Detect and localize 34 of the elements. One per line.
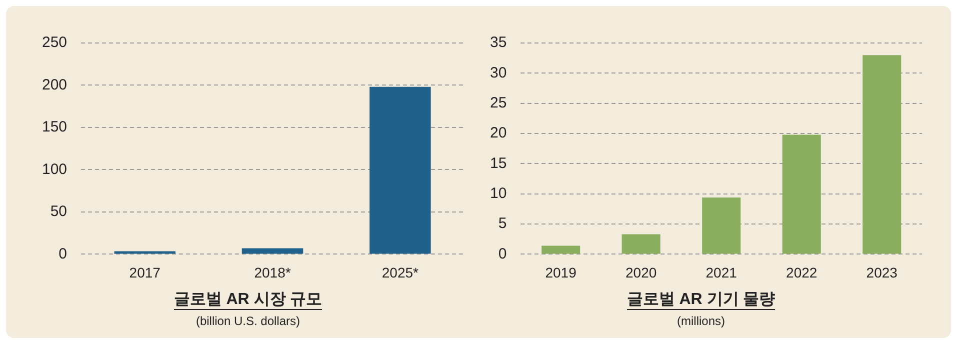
x-tick-label: 2020 bbox=[626, 264, 657, 280]
bar bbox=[702, 197, 741, 254]
x-tick-label: 2021 bbox=[706, 264, 738, 280]
x-tick-label: 2023 bbox=[866, 264, 898, 280]
y-tick-label: 15 bbox=[490, 154, 507, 172]
x-tick-label: 2025* bbox=[382, 264, 420, 280]
y-tick-label: 20 bbox=[490, 124, 507, 142]
text: (millions) bbox=[676, 314, 726, 328]
bar bbox=[242, 248, 304, 254]
y-tick-label: 25 bbox=[490, 94, 507, 112]
bar bbox=[114, 251, 176, 254]
y-tick-label: 200 bbox=[42, 76, 68, 94]
text: 글로벌 AR 시장 규모 bbox=[174, 291, 322, 310]
bar bbox=[622, 234, 660, 254]
x-tick-label: 2017 bbox=[129, 264, 161, 280]
x-tick-label: 2018* bbox=[254, 264, 292, 280]
y-tick-label: 0 bbox=[58, 245, 68, 262]
bar bbox=[542, 246, 580, 254]
x-tick-label: 2019 bbox=[545, 264, 577, 280]
y-tick-label: 50 bbox=[50, 203, 68, 220]
text: 글로벌 AR 기기 물량 bbox=[626, 291, 776, 310]
text: (billion U.S. dollars) bbox=[194, 314, 302, 328]
y-tick-label: 150 bbox=[42, 118, 68, 136]
y-tick-label: 5 bbox=[498, 215, 507, 232]
bar bbox=[370, 86, 431, 254]
y-tick-label: 30 bbox=[490, 64, 507, 82]
bar bbox=[862, 55, 902, 254]
bar bbox=[782, 134, 821, 254]
y-tick-label: 10 bbox=[490, 185, 507, 202]
x-tick-label: 2022 bbox=[786, 264, 818, 280]
y-tick-label: 0 bbox=[498, 245, 507, 262]
y-tick-label: 250 bbox=[42, 34, 68, 52]
y-tick-label: 35 bbox=[490, 34, 507, 52]
y-tick-label: 100 bbox=[42, 160, 68, 178]
